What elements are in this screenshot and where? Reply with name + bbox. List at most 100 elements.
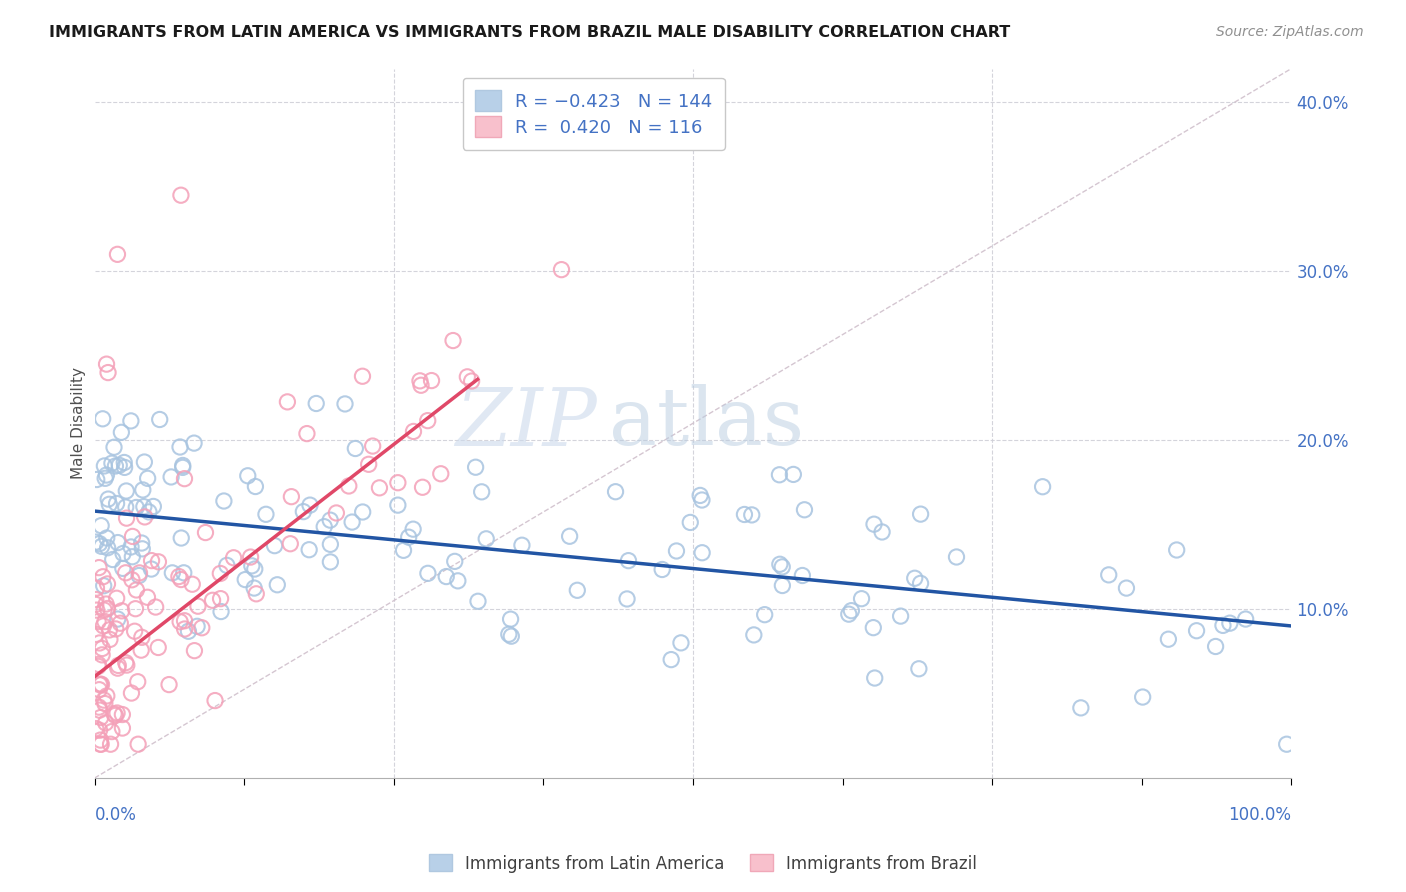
Point — [120, 686, 142, 700]
Point — [141, 554, 163, 568]
Point — [111, 561, 134, 575]
Point — [510, 538, 533, 552]
Point — [475, 532, 498, 546]
Point — [870, 524, 893, 539]
Point — [97, 366, 120, 380]
Point — [105, 496, 128, 510]
Point — [862, 621, 884, 635]
Point — [110, 425, 132, 440]
Point — [84, 627, 107, 641]
Point — [98, 497, 121, 511]
Point — [93, 619, 115, 633]
Point — [121, 573, 143, 587]
Point — [222, 550, 245, 565]
Point — [191, 621, 214, 635]
Point — [420, 374, 443, 388]
Point — [131, 536, 153, 550]
Point — [1212, 618, 1234, 632]
Point — [103, 440, 125, 454]
Text: IMMIGRANTS FROM LATIN AMERICA VS IMMIGRANTS FROM BRAZIL MALE DISABILITY CORRELAT: IMMIGRANTS FROM LATIN AMERICA VS IMMIGRA… — [49, 25, 1011, 40]
Point — [209, 605, 232, 619]
Point — [240, 558, 263, 573]
Point — [121, 549, 143, 564]
Point — [177, 624, 200, 639]
Point — [1205, 640, 1227, 654]
Point — [499, 612, 522, 626]
Point — [183, 643, 205, 657]
Point — [340, 515, 363, 529]
Point — [368, 481, 391, 495]
Point — [1219, 616, 1241, 631]
Point — [742, 628, 765, 642]
Point — [128, 566, 150, 580]
Point — [770, 559, 793, 574]
Text: Source: ZipAtlas.com: Source: ZipAtlas.com — [1216, 25, 1364, 39]
Point — [114, 656, 136, 670]
Point — [127, 737, 149, 751]
Point — [169, 615, 191, 629]
Point — [863, 517, 886, 532]
Point — [402, 522, 425, 536]
Point — [181, 577, 204, 591]
Point — [768, 467, 790, 482]
Point — [170, 573, 193, 587]
Point — [460, 374, 482, 388]
Point — [194, 525, 217, 540]
Point — [84, 592, 107, 607]
Point — [86, 603, 108, 617]
Point — [443, 554, 465, 568]
Point — [173, 472, 195, 486]
Point — [679, 516, 702, 530]
Point — [295, 426, 318, 441]
Point — [352, 505, 374, 519]
Point — [409, 378, 432, 392]
Legend: Immigrants from Latin America, Immigrants from Brazil: Immigrants from Latin America, Immigrant… — [422, 847, 984, 880]
Point — [550, 262, 572, 277]
Point — [134, 510, 156, 524]
Text: atlas: atlas — [609, 384, 804, 462]
Point — [101, 724, 124, 739]
Y-axis label: Male Disability: Male Disability — [72, 368, 86, 479]
Point — [471, 484, 494, 499]
Point — [456, 369, 478, 384]
Point — [689, 488, 711, 502]
Point — [945, 549, 967, 564]
Point — [187, 599, 209, 614]
Point — [616, 591, 638, 606]
Point — [96, 689, 118, 703]
Point — [733, 508, 755, 522]
Point — [111, 707, 134, 722]
Point — [96, 357, 118, 371]
Point — [245, 479, 267, 493]
Point — [84, 535, 107, 549]
Point — [233, 573, 256, 587]
Point — [100, 737, 122, 751]
Point — [111, 604, 134, 618]
Point — [209, 566, 232, 581]
Point — [94, 597, 117, 611]
Point — [91, 412, 114, 426]
Point — [89, 677, 111, 691]
Point — [412, 480, 434, 494]
Point — [838, 607, 860, 622]
Point — [314, 519, 336, 533]
Point — [361, 439, 384, 453]
Point — [86, 473, 108, 487]
Point — [690, 546, 713, 560]
Point — [266, 578, 288, 592]
Point — [96, 577, 118, 591]
Point — [298, 542, 321, 557]
Point — [263, 539, 285, 553]
Point — [770, 578, 793, 592]
Point — [651, 562, 673, 576]
Point — [149, 412, 172, 426]
Point — [94, 471, 117, 485]
Point — [115, 658, 138, 673]
Point — [239, 550, 262, 565]
Point — [173, 622, 195, 636]
Text: 0.0%: 0.0% — [94, 806, 136, 824]
Point — [89, 636, 111, 650]
Point — [94, 615, 117, 629]
Point — [617, 554, 640, 568]
Point — [145, 600, 167, 615]
